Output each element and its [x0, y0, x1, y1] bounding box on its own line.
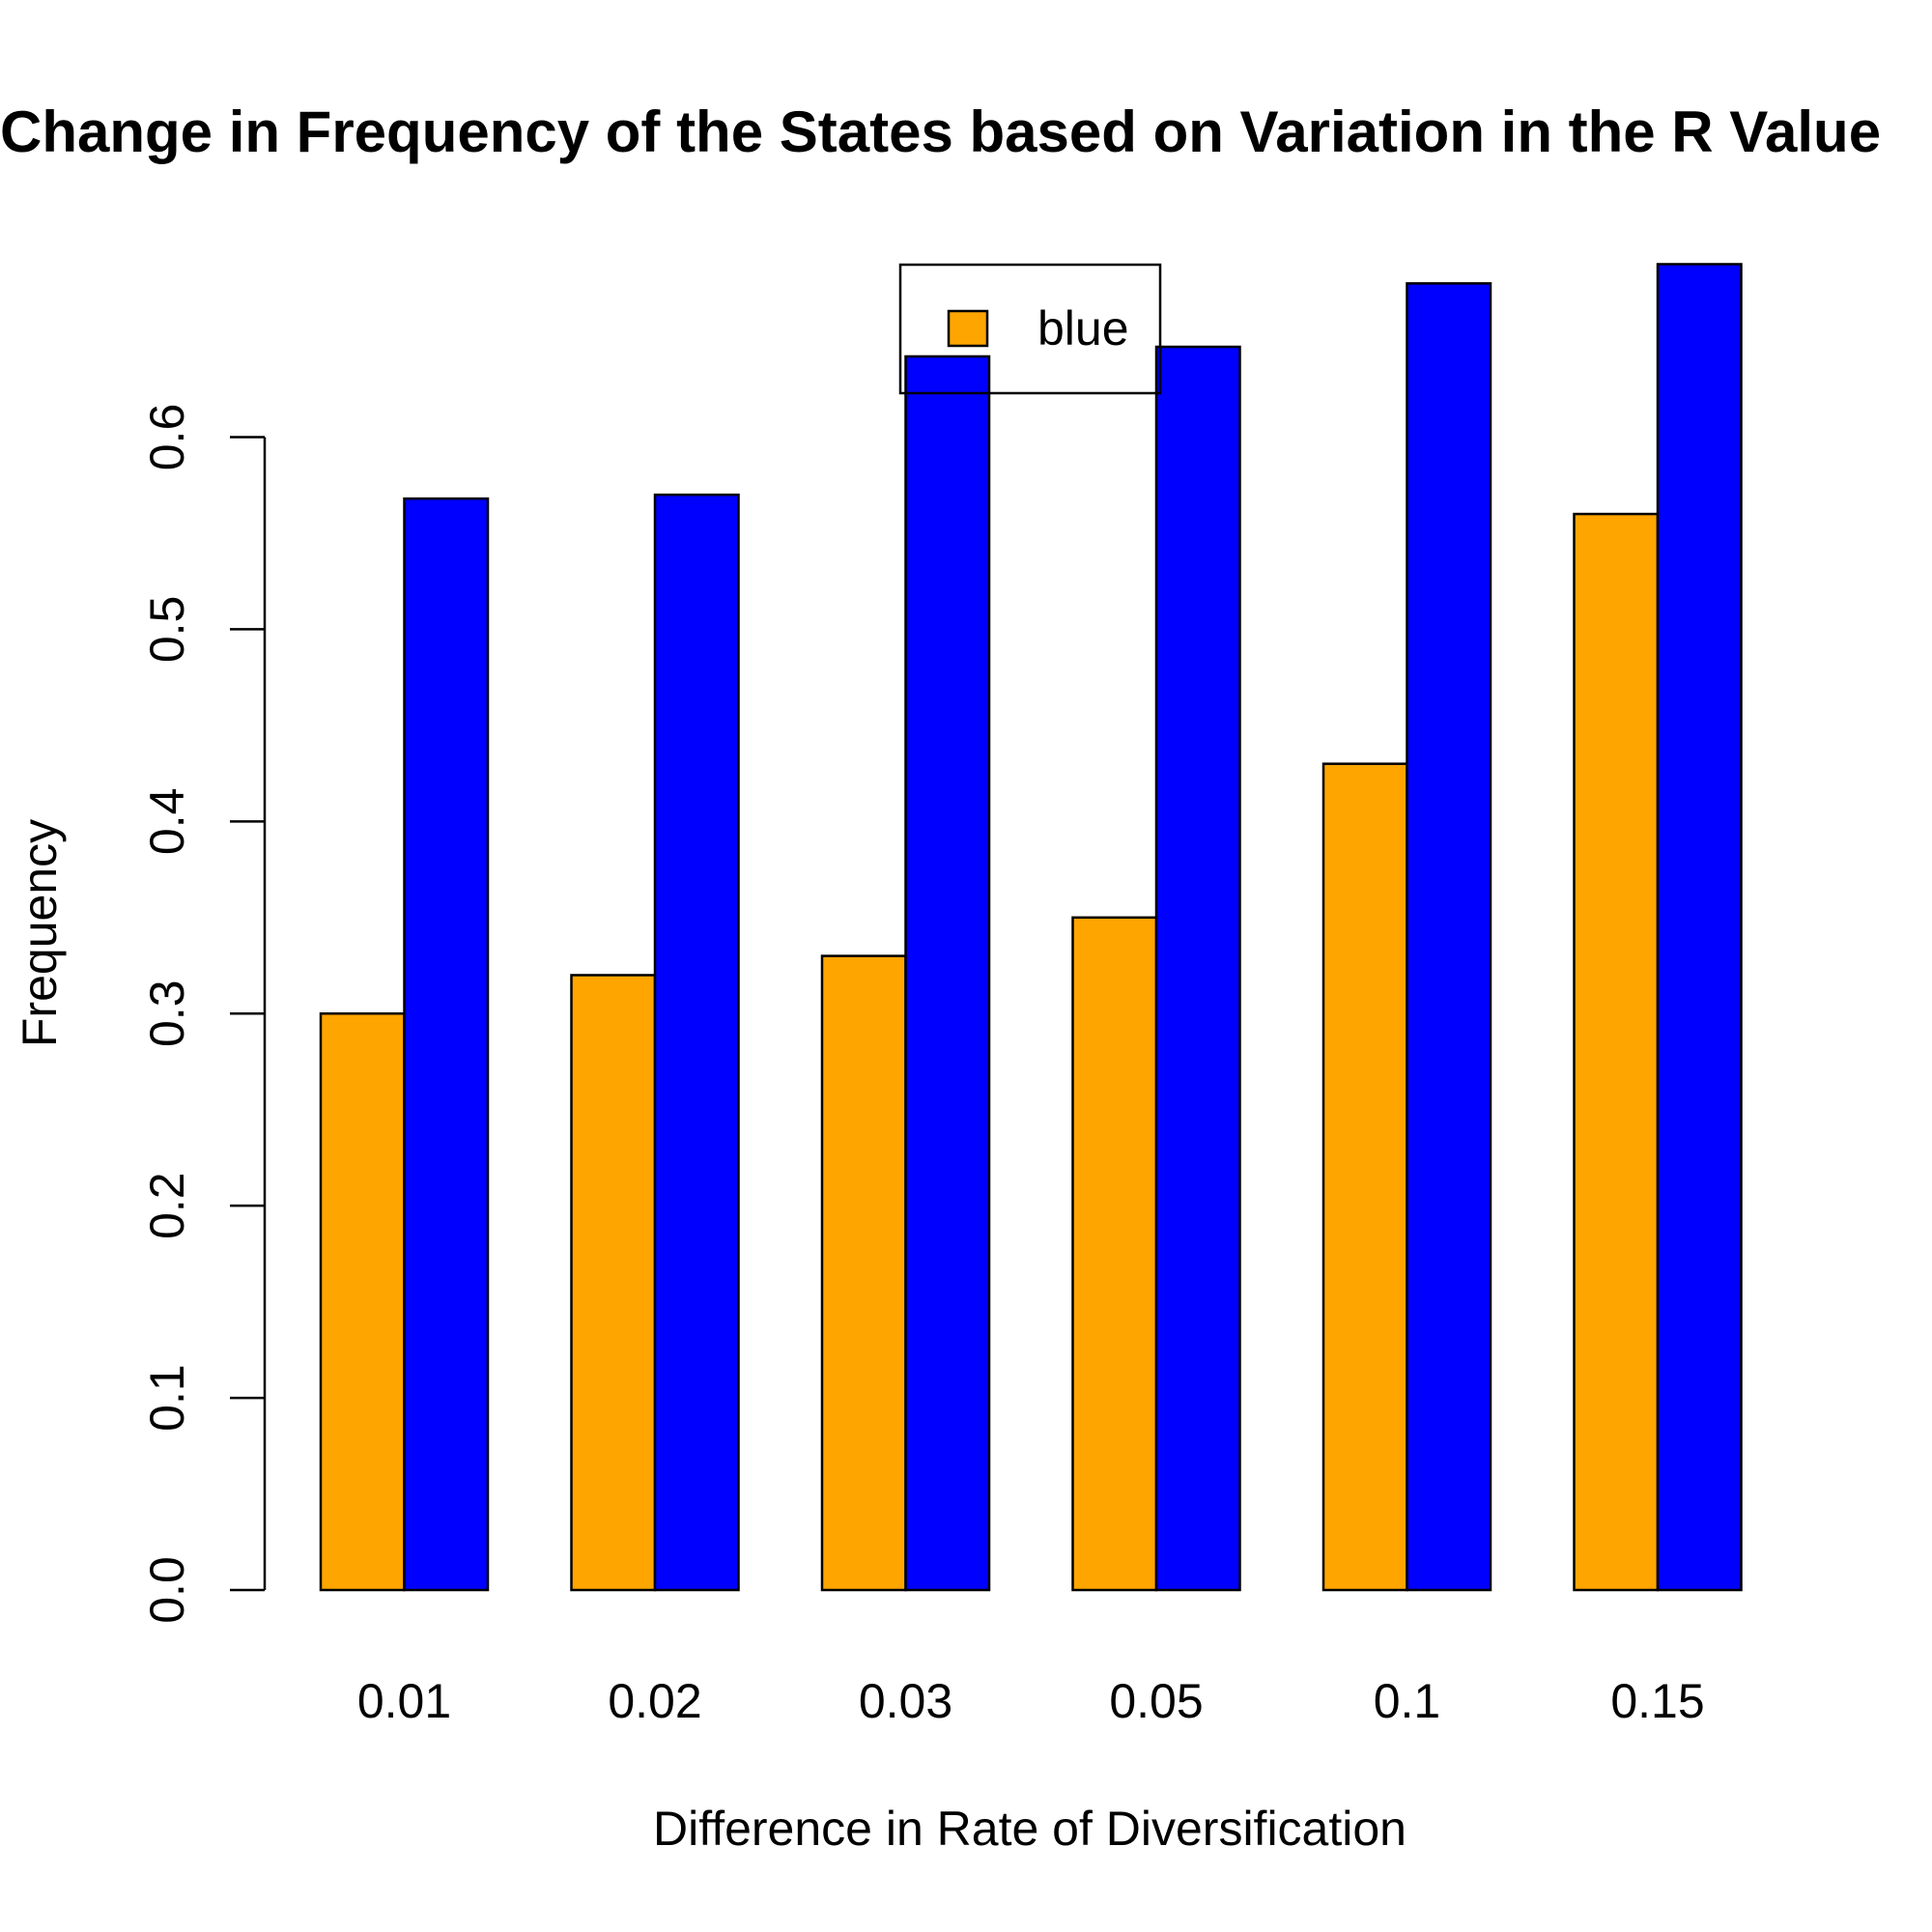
x-tick-label: 0.03	[859, 1674, 952, 1728]
legend-label: blue	[1037, 301, 1129, 355]
bar-0.03-series-1	[820, 954, 907, 1592]
y-axis-label: Frequency	[13, 819, 67, 1047]
y-tick-label: 0.3	[140, 980, 194, 1047]
bar-0.03-series-2	[904, 355, 991, 1592]
x-tick-label: 0.05	[1109, 1674, 1203, 1728]
y-tick-label: 0.0	[140, 1556, 194, 1624]
bar-0.02-series-1	[570, 974, 657, 1592]
bar-0.05-series-1	[1071, 916, 1158, 1592]
x-tick-label: 0.01	[357, 1674, 451, 1728]
y-axis: 0.0 0.1 0.2 0.3 0.4 0.5 0.6	[140, 404, 267, 1624]
bar-0.02-series-2	[653, 493, 740, 1592]
x-tick-labels: 0.01 0.02 0.03 0.05 0.1 0.15	[357, 1674, 1705, 1728]
y-tick-label: 0.6	[140, 404, 194, 471]
legend-box	[898, 263, 1162, 395]
legend-swatch	[947, 309, 989, 348]
bar-0.01-series-2	[403, 497, 490, 1592]
bar-0.05-series-2	[1154, 345, 1241, 1592]
y-tick-label: 0.5	[140, 596, 194, 664]
bar-0.15-series-2	[1656, 263, 1743, 1592]
x-tick-label: 0.02	[608, 1674, 701, 1728]
bar-0.01-series-1	[319, 1012, 406, 1592]
bars	[319, 263, 1743, 1592]
y-tick-label: 0.2	[140, 1172, 194, 1239]
y-tick-label: 0.4	[140, 788, 194, 856]
y-tick-label: 0.1	[140, 1364, 194, 1432]
bar-0.15-series-1	[1573, 512, 1660, 1592]
bar-0.1-series-2	[1406, 282, 1492, 1592]
x-tick-label: 0.1	[1374, 1674, 1441, 1728]
x-axis-label: Difference in Rate of Diversification	[653, 1802, 1406, 1856]
bar-0.1-series-1	[1321, 762, 1408, 1592]
legend: blue	[898, 263, 1162, 395]
x-tick-label: 0.15	[1610, 1674, 1704, 1728]
chart-title: Change in Frequency of the States based …	[0, 99, 1881, 164]
